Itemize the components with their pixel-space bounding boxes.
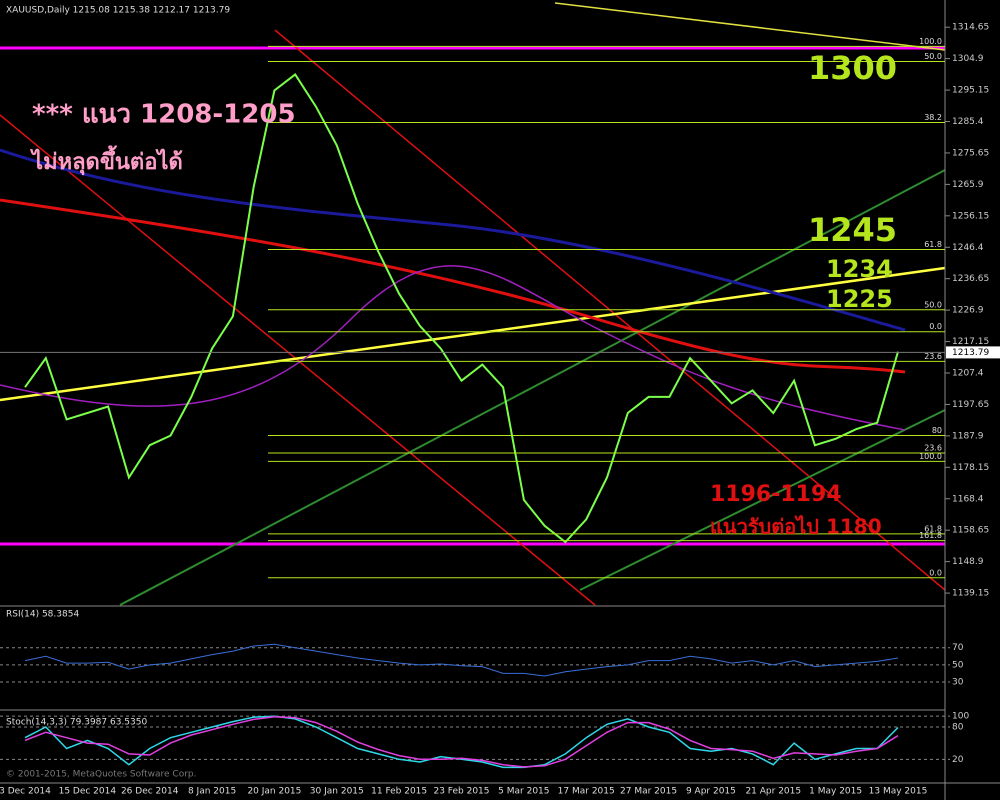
fib-label: 23.6 (924, 352, 942, 361)
y-tick-label: 100 (952, 712, 969, 722)
y-tick-label: 1304.9 (952, 54, 984, 64)
x-tick-label: 17 Mar 2015 (558, 787, 615, 797)
annotation: *** แนว 1208-1205 (32, 100, 296, 130)
y-tick-label: 1139.15 (952, 589, 989, 599)
panel-title: RSI(14) 58.3854 (6, 610, 79, 620)
trend-line (0, 114, 596, 606)
moving-average (0, 198, 906, 374)
fib-label: 23.6 (924, 443, 942, 452)
y-tick-label: 1226.9 (952, 306, 984, 316)
data-line (24, 715, 899, 768)
x-tick-label: 21 Apr 2015 (745, 787, 801, 797)
fib-label: 161.8 (919, 531, 942, 540)
footer: © 2001-2015, MetaQuotes Software Corp. (6, 770, 197, 780)
y-tick-label: 1197.65 (952, 400, 989, 410)
y-tick-label: 1265.9 (952, 180, 984, 190)
x-tick-label: 1 May 2015 (809, 787, 862, 797)
chart-title: XAUUSD,Daily 1215.08 1215.38 1212.17 121… (6, 6, 230, 16)
panel-title: Stoch(14,3,3) 79.3987 63.5350 (6, 718, 147, 728)
y-tick-label: 1246.4 (952, 243, 984, 253)
y-tick-label: 1256.15 (952, 211, 989, 221)
data-line (24, 643, 899, 677)
y-tick-label: 1207.4 (952, 369, 984, 379)
data-line (24, 715, 899, 769)
annotation: 1196-1194 (710, 482, 842, 507)
channel-line (119, 169, 946, 606)
x-tick-label: 8 Jan 2015 (188, 787, 236, 797)
y-tick-label: 1148.9 (952, 557, 984, 567)
moving-average (0, 265, 906, 431)
y-tick-label: 1285.4 (952, 117, 984, 127)
x-tick-label: 5 Mar 2015 (498, 787, 549, 797)
y-tick-label: 1168.4 (952, 494, 984, 504)
y-tick-label: 20 (952, 755, 964, 765)
fib-label: 50.0 (924, 300, 942, 309)
y-tick-label: 70 (952, 643, 964, 653)
x-tick-label: 23 Feb 2015 (433, 787, 489, 797)
y-tick-label: 30 (952, 678, 964, 688)
y-tick-label: 1178.15 (952, 463, 989, 473)
fib-label: 80 (932, 426, 942, 435)
moving-average (0, 148, 906, 332)
fib-label: 100.0 (919, 452, 942, 461)
fib-label: 50.0 (924, 52, 942, 61)
annotation: ไม่หลุดขึ้นต่อได้ (30, 145, 183, 176)
trend-line (0, 266, 946, 402)
y-tick-label: 1158.65 (952, 526, 989, 536)
y-tick-label: 80 (952, 722, 964, 732)
y-tick-label: 1295.15 (952, 86, 989, 96)
y-tick-label: 1187.9 (952, 431, 984, 441)
x-tick-label: 11 Feb 2015 (371, 787, 427, 797)
y-tick-label: 1314.65 (952, 23, 989, 33)
annotation: 1225 (826, 285, 893, 313)
x-tick-label: 13 May 2015 (869, 787, 928, 797)
x-tick-label: 9 Apr 2015 (686, 787, 736, 797)
price-tag (946, 346, 1000, 359)
x-tick-label: 3 Dec 2014 (0, 787, 51, 797)
y-tick-label: 1217.15 (952, 337, 989, 347)
fib-label: 0.0 (929, 322, 942, 331)
fib-label: 100.0 (919, 37, 942, 46)
channel-line (579, 409, 946, 591)
annotation: 1245 (808, 211, 897, 249)
annotation: 1300 (808, 49, 897, 87)
annotation: 1234 (826, 255, 893, 283)
fib-label: 61.8 (924, 240, 942, 249)
x-tick-label: 26 Dec 2014 (121, 787, 179, 797)
x-tick-label: 20 Jan 2015 (247, 787, 301, 797)
fib-label: 38.2 (924, 113, 942, 122)
y-tick-label: 1236.65 (952, 274, 989, 284)
y-tick-label: 1275.65 (952, 148, 989, 158)
fib-label: 0.0 (929, 568, 942, 577)
x-tick-label: 27 Mar 2015 (620, 787, 677, 797)
y-tick-label: 50 (952, 660, 964, 670)
trend-line (554, 2, 946, 51)
fib-label: 61.8 (924, 524, 942, 533)
x-tick-label: 15 Dec 2014 (59, 787, 117, 797)
annotation: แนวรับต่อไป 1180 (710, 515, 882, 539)
price-label: 1213.79 (952, 348, 989, 358)
x-tick-label: 30 Jan 2015 (310, 787, 364, 797)
data-line (24, 72, 899, 544)
